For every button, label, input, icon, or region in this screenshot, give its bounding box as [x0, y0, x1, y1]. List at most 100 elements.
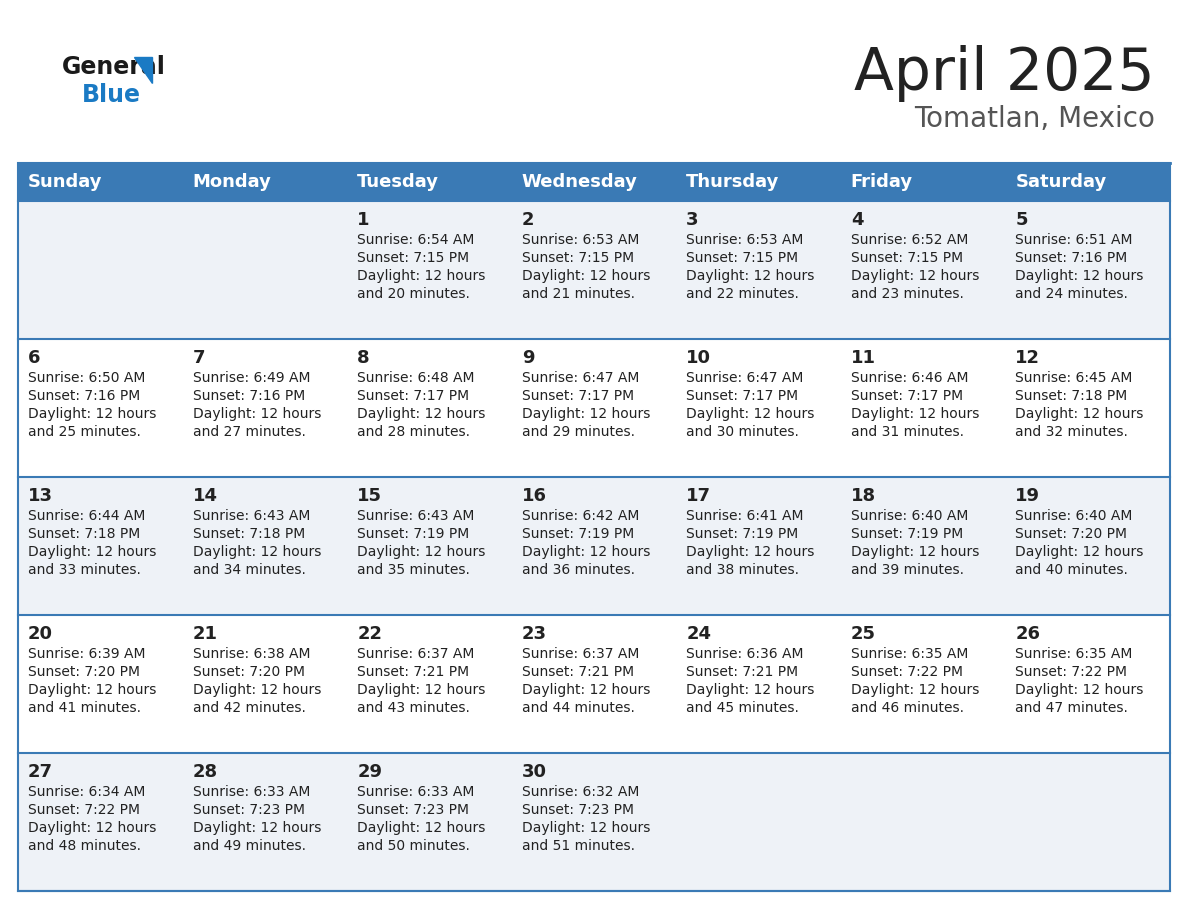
Text: Tuesday: Tuesday — [358, 173, 440, 191]
Text: Tomatlan, Mexico: Tomatlan, Mexico — [914, 105, 1155, 133]
Bar — [18, 201, 1170, 339]
Bar — [18, 163, 1170, 201]
Text: Sunrise: 6:43 AM: Sunrise: 6:43 AM — [358, 509, 474, 523]
Text: 5: 5 — [1016, 211, 1028, 229]
Text: and 36 minutes.: and 36 minutes. — [522, 563, 634, 577]
Bar — [18, 163, 1170, 891]
Text: 21: 21 — [192, 625, 217, 643]
Text: and 38 minutes.: and 38 minutes. — [687, 563, 800, 577]
Text: Daylight: 12 hours: Daylight: 12 hours — [29, 407, 157, 421]
Text: Sunrise: 6:33 AM: Sunrise: 6:33 AM — [192, 785, 310, 799]
Text: 26: 26 — [1016, 625, 1041, 643]
Text: 14: 14 — [192, 487, 217, 505]
Text: Daylight: 12 hours: Daylight: 12 hours — [851, 269, 979, 283]
Text: 17: 17 — [687, 487, 712, 505]
Text: Sunset: 7:23 PM: Sunset: 7:23 PM — [192, 803, 304, 817]
Text: and 21 minutes.: and 21 minutes. — [522, 287, 634, 301]
Text: Sunrise: 6:47 AM: Sunrise: 6:47 AM — [522, 371, 639, 385]
Text: Sunset: 7:15 PM: Sunset: 7:15 PM — [358, 251, 469, 265]
Text: Daylight: 12 hours: Daylight: 12 hours — [851, 545, 979, 559]
Text: Daylight: 12 hours: Daylight: 12 hours — [192, 683, 321, 697]
Text: Daylight: 12 hours: Daylight: 12 hours — [1016, 683, 1144, 697]
Text: Sunrise: 6:40 AM: Sunrise: 6:40 AM — [1016, 509, 1133, 523]
Text: Sunset: 7:18 PM: Sunset: 7:18 PM — [1016, 389, 1127, 403]
Text: Sunset: 7:18 PM: Sunset: 7:18 PM — [29, 527, 140, 541]
Text: 28: 28 — [192, 763, 217, 781]
Text: and 51 minutes.: and 51 minutes. — [522, 839, 634, 853]
Text: Sunset: 7:19 PM: Sunset: 7:19 PM — [687, 527, 798, 541]
Text: 20: 20 — [29, 625, 53, 643]
Bar — [18, 339, 1170, 477]
Text: and 22 minutes.: and 22 minutes. — [687, 287, 800, 301]
Text: and 32 minutes.: and 32 minutes. — [1016, 425, 1129, 439]
Text: Sunrise: 6:32 AM: Sunrise: 6:32 AM — [522, 785, 639, 799]
Text: Sunrise: 6:38 AM: Sunrise: 6:38 AM — [192, 647, 310, 661]
Text: and 41 minutes.: and 41 minutes. — [29, 701, 141, 715]
Text: Sunset: 7:21 PM: Sunset: 7:21 PM — [522, 665, 634, 679]
Text: and 39 minutes.: and 39 minutes. — [851, 563, 963, 577]
Text: and 42 minutes.: and 42 minutes. — [192, 701, 305, 715]
Text: Daylight: 12 hours: Daylight: 12 hours — [522, 407, 650, 421]
Text: Daylight: 12 hours: Daylight: 12 hours — [358, 683, 486, 697]
Bar — [18, 753, 1170, 891]
Text: and 31 minutes.: and 31 minutes. — [851, 425, 963, 439]
Text: Sunrise: 6:54 AM: Sunrise: 6:54 AM — [358, 233, 474, 247]
Text: Sunset: 7:19 PM: Sunset: 7:19 PM — [522, 527, 634, 541]
Text: Sunset: 7:21 PM: Sunset: 7:21 PM — [358, 665, 469, 679]
Text: 24: 24 — [687, 625, 712, 643]
Text: Sunset: 7:19 PM: Sunset: 7:19 PM — [851, 527, 963, 541]
Text: Daylight: 12 hours: Daylight: 12 hours — [687, 269, 815, 283]
Text: 8: 8 — [358, 349, 369, 367]
Text: 7: 7 — [192, 349, 206, 367]
Text: and 50 minutes.: and 50 minutes. — [358, 839, 470, 853]
Text: Sunset: 7:21 PM: Sunset: 7:21 PM — [687, 665, 798, 679]
Text: Sunrise: 6:50 AM: Sunrise: 6:50 AM — [29, 371, 145, 385]
Text: and 34 minutes.: and 34 minutes. — [192, 563, 305, 577]
Text: Sunset: 7:22 PM: Sunset: 7:22 PM — [1016, 665, 1127, 679]
Text: 4: 4 — [851, 211, 864, 229]
Text: Sunrise: 6:43 AM: Sunrise: 6:43 AM — [192, 509, 310, 523]
Text: Sunrise: 6:49 AM: Sunrise: 6:49 AM — [192, 371, 310, 385]
Text: Sunrise: 6:41 AM: Sunrise: 6:41 AM — [687, 509, 804, 523]
Text: 12: 12 — [1016, 349, 1041, 367]
Text: Wednesday: Wednesday — [522, 173, 638, 191]
Text: 22: 22 — [358, 625, 383, 643]
Text: Sunset: 7:17 PM: Sunset: 7:17 PM — [522, 389, 634, 403]
Text: 29: 29 — [358, 763, 383, 781]
Text: General: General — [62, 55, 166, 79]
Text: Sunset: 7:23 PM: Sunset: 7:23 PM — [522, 803, 633, 817]
Text: Sunrise: 6:47 AM: Sunrise: 6:47 AM — [687, 371, 803, 385]
Text: 25: 25 — [851, 625, 876, 643]
Text: and 28 minutes.: and 28 minutes. — [358, 425, 470, 439]
Text: Sunrise: 6:51 AM: Sunrise: 6:51 AM — [1016, 233, 1133, 247]
Text: 2: 2 — [522, 211, 535, 229]
Text: Friday: Friday — [851, 173, 914, 191]
Text: and 46 minutes.: and 46 minutes. — [851, 701, 963, 715]
Text: Saturday: Saturday — [1016, 173, 1107, 191]
Text: Thursday: Thursday — [687, 173, 779, 191]
Text: Sunrise: 6:40 AM: Sunrise: 6:40 AM — [851, 509, 968, 523]
Text: Sunset: 7:15 PM: Sunset: 7:15 PM — [851, 251, 963, 265]
Text: Daylight: 12 hours: Daylight: 12 hours — [29, 683, 157, 697]
Text: and 47 minutes.: and 47 minutes. — [1016, 701, 1129, 715]
Text: Daylight: 12 hours: Daylight: 12 hours — [687, 545, 815, 559]
Text: Sunrise: 6:45 AM: Sunrise: 6:45 AM — [1016, 371, 1133, 385]
Text: Sunrise: 6:36 AM: Sunrise: 6:36 AM — [687, 647, 804, 661]
Text: Sunrise: 6:39 AM: Sunrise: 6:39 AM — [29, 647, 145, 661]
Text: and 27 minutes.: and 27 minutes. — [192, 425, 305, 439]
Text: and 24 minutes.: and 24 minutes. — [1016, 287, 1129, 301]
Text: 9: 9 — [522, 349, 535, 367]
Text: 23: 23 — [522, 625, 546, 643]
Text: Sunset: 7:20 PM: Sunset: 7:20 PM — [29, 665, 140, 679]
Text: Monday: Monday — [192, 173, 271, 191]
Text: Daylight: 12 hours: Daylight: 12 hours — [851, 683, 979, 697]
Text: Sunset: 7:20 PM: Sunset: 7:20 PM — [1016, 527, 1127, 541]
Text: 1: 1 — [358, 211, 369, 229]
Text: Daylight: 12 hours: Daylight: 12 hours — [192, 407, 321, 421]
Text: 27: 27 — [29, 763, 53, 781]
Text: and 49 minutes.: and 49 minutes. — [192, 839, 305, 853]
Text: Daylight: 12 hours: Daylight: 12 hours — [1016, 407, 1144, 421]
Text: 30: 30 — [522, 763, 546, 781]
Text: Daylight: 12 hours: Daylight: 12 hours — [358, 821, 486, 835]
Text: Blue: Blue — [82, 83, 141, 107]
